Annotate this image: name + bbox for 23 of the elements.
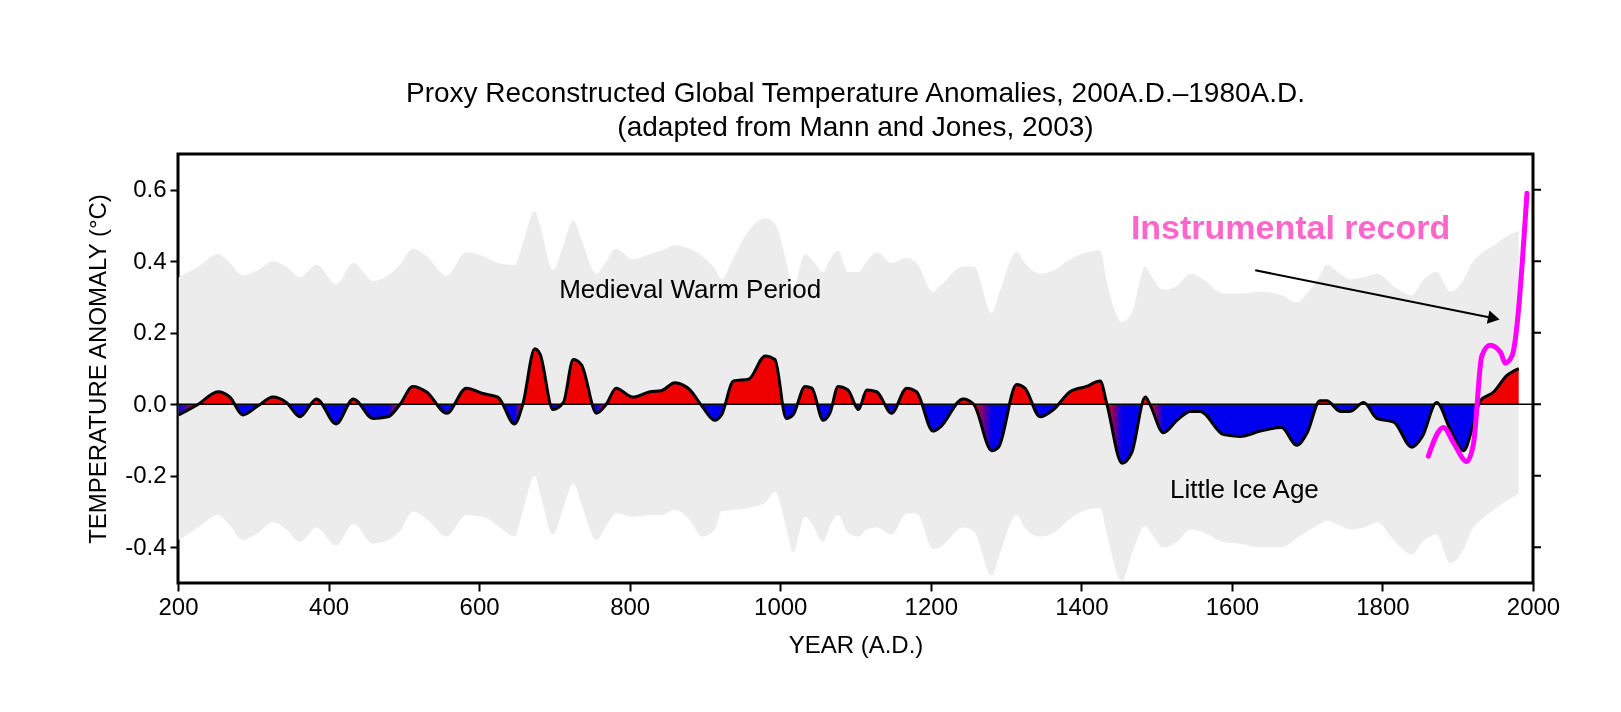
annotation: Medieval Warm Period — [559, 273, 822, 304]
y-tick-label: 0.0 — [133, 389, 167, 417]
chart-title: Proxy Reconstructed Global Temperature Anomalies, 200A.D.–1980A.D. — [405, 77, 1306, 108]
x-tick-label: 400 — [309, 592, 350, 620]
x-tick-label: 600 — [459, 592, 500, 620]
x-tick-label: 200 — [158, 592, 199, 620]
x-tick-label: 800 — [610, 592, 651, 620]
x-tick-label: 1200 — [904, 592, 958, 620]
y-tick-label: 0.2 — [133, 318, 167, 346]
text: Instrumental record — [1130, 208, 1451, 247]
chart-subtitle: (adapted from Mann and Jones, 2003) — [617, 111, 1094, 142]
x-axis-title: YEAR (A.D.) — [788, 630, 924, 658]
x-tick-label: 1600 — [1205, 592, 1260, 620]
x-tick-label: 2000 — [1506, 592, 1561, 620]
y-tick-label: 0.6 — [133, 175, 167, 203]
annotation: Little Ice Age — [1169, 473, 1319, 504]
x-tick-label: 1400 — [1055, 592, 1109, 620]
y-tick-label: -0.4 — [125, 532, 167, 560]
y-tick-label: -0.2 — [125, 461, 167, 489]
y-axis-title: TEMPERATURE ANOMALY (°C) — [84, 194, 112, 544]
x-tick-label: 1000 — [754, 592, 808, 620]
x-tick-label: 1800 — [1356, 592, 1410, 620]
y-tick-label: 0.4 — [133, 246, 167, 274]
